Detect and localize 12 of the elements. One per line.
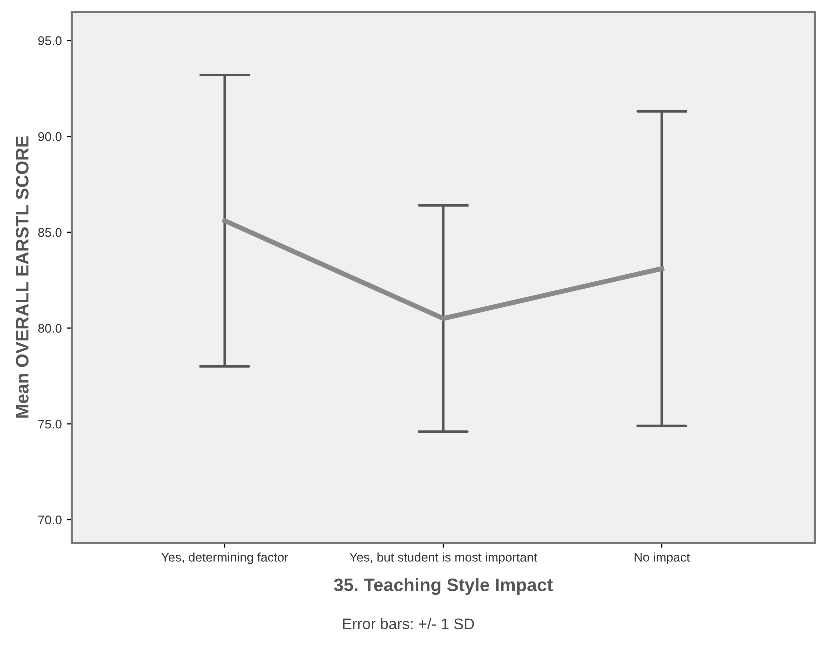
x-axis-title: 35. Teaching Style Impact bbox=[334, 578, 553, 596]
y-axis-title: Mean OVERALL EARSTL SCORE bbox=[16, 136, 29, 418]
x-tick-label: No impact bbox=[634, 552, 690, 564]
x-tick-label: Yes, but student is most important bbox=[350, 552, 538, 564]
y-tick-label: 75.0 bbox=[38, 420, 62, 429]
y-tick-label: 70.0 bbox=[38, 516, 62, 525]
x-tick-label: Yes, determining factor bbox=[162, 552, 288, 564]
text: Error bars: +/- 1 SD bbox=[343, 618, 474, 630]
y-tick-label: 85.0 bbox=[38, 228, 62, 238]
y-tick-label: 90.0 bbox=[38, 132, 62, 142]
y-tick-label: 80.0 bbox=[38, 324, 62, 333]
y-tick-label: 95.0 bbox=[38, 36, 62, 46]
